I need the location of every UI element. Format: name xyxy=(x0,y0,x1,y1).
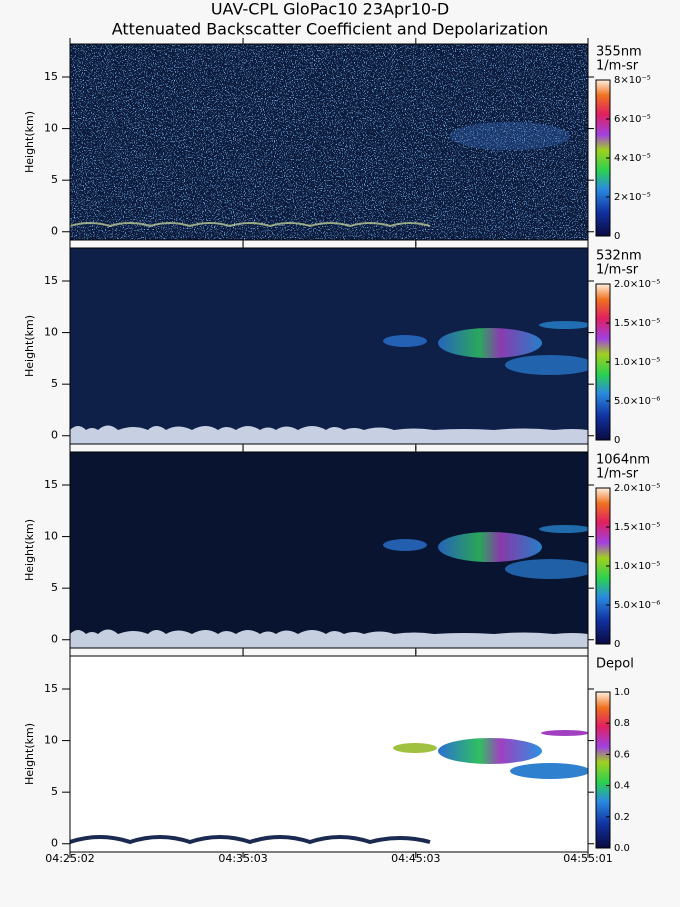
colorbar xyxy=(595,691,611,849)
colorbar-tick-label: 5.0×10⁻⁶ xyxy=(614,600,660,611)
panel-image xyxy=(70,248,588,444)
y-tick-label: 15 xyxy=(44,682,58,695)
colorbar-title: 532nm xyxy=(596,249,642,264)
y-tick-label: 0 xyxy=(51,429,58,442)
y-tick-label: 0 xyxy=(51,837,58,850)
panel-image xyxy=(70,656,588,852)
x-tick-label: 04:35:03 xyxy=(218,852,267,865)
y-axis-label: Height(km) xyxy=(23,315,36,377)
colorbar-units: 1/m-sr xyxy=(596,59,639,74)
plot-frame xyxy=(69,655,589,853)
chart-title: UAV-CPL GloPac10 23Apr10-D xyxy=(211,0,449,19)
colorbar-tick-label: 0.6 xyxy=(614,749,630,760)
y-tick-label: 0 xyxy=(51,633,58,646)
y-tick-label: 10 xyxy=(44,530,58,543)
y-tick-label: 10 xyxy=(44,734,58,747)
colorbar-tick-label: 0 xyxy=(614,639,620,650)
y-tick-label: 5 xyxy=(51,377,58,390)
colorbar-tick-label: 6×10⁻⁵ xyxy=(614,114,651,125)
plot-frame xyxy=(69,247,589,445)
y-axis-label: Height(km) xyxy=(23,111,36,173)
colorbar-tick-label: 0 xyxy=(614,231,620,242)
x-tick-label: 04:45:03 xyxy=(391,852,440,865)
colorbar-title: 1064nm xyxy=(596,453,650,468)
panel-image xyxy=(70,452,588,648)
panel-image xyxy=(70,44,588,240)
colorbar-tick-label: 1.0 xyxy=(614,687,630,698)
colorbar-tick-label: 5.0×10⁻⁶ xyxy=(614,396,660,407)
y-tick-label: 5 xyxy=(51,173,58,186)
colorbar-tick-label: 0.0 xyxy=(614,843,630,854)
colorbar-tick-label: 0.4 xyxy=(614,781,630,792)
colorbar-tick-label: 0.8 xyxy=(614,718,630,729)
x-tick-label: 04:25:02 xyxy=(45,852,94,865)
colorbar-tick-label: 1.0×10⁻⁵ xyxy=(614,561,660,572)
colorbar-tick-label: 1.0×10⁻⁵ xyxy=(614,357,660,368)
colorbar-tick-label: 2×10⁻⁵ xyxy=(614,192,651,203)
y-tick-label: 5 xyxy=(51,581,58,594)
colorbar-tick-label: 1.5×10⁻⁵ xyxy=(614,522,660,533)
y-tick-label: 5 xyxy=(51,785,58,798)
colorbar-tick-label: 0.2 xyxy=(614,812,630,823)
colorbar-units: 1/m-sr xyxy=(596,263,639,278)
y-tick-label: 15 xyxy=(44,70,58,83)
y-tick-label: 0 xyxy=(51,225,58,238)
colorbar-tick-label: 2.0×10⁻⁵ xyxy=(614,279,660,290)
colorbar-title: Depol xyxy=(596,657,634,672)
plot-frame xyxy=(69,43,589,241)
y-tick-label: 10 xyxy=(44,326,58,339)
y-tick-label: 15 xyxy=(44,478,58,491)
y-axis-label: Height(km) xyxy=(23,723,36,785)
y-tick-label: 10 xyxy=(44,122,58,135)
y-axis-label: Height(km) xyxy=(23,519,36,581)
colorbar-units: 1/m-sr xyxy=(596,467,639,482)
y-tick-label: 15 xyxy=(44,274,58,287)
chart-subtitle: Attenuated Backscatter Coefficient and D… xyxy=(112,20,549,39)
colorbar-tick-label: 4×10⁻⁵ xyxy=(614,153,651,164)
colorbar-tick-label: 8×10⁻⁵ xyxy=(614,75,651,86)
colorbar-tick-label: 1.5×10⁻⁵ xyxy=(614,318,660,329)
colorbar-tick-label: 0 xyxy=(614,435,620,446)
x-tick-label: 04:55:01 xyxy=(563,852,612,865)
colorbar-tick-label: 2.0×10⁻⁵ xyxy=(614,483,660,494)
plot-frame xyxy=(69,451,589,649)
colorbar-title: 355nm xyxy=(596,45,642,60)
